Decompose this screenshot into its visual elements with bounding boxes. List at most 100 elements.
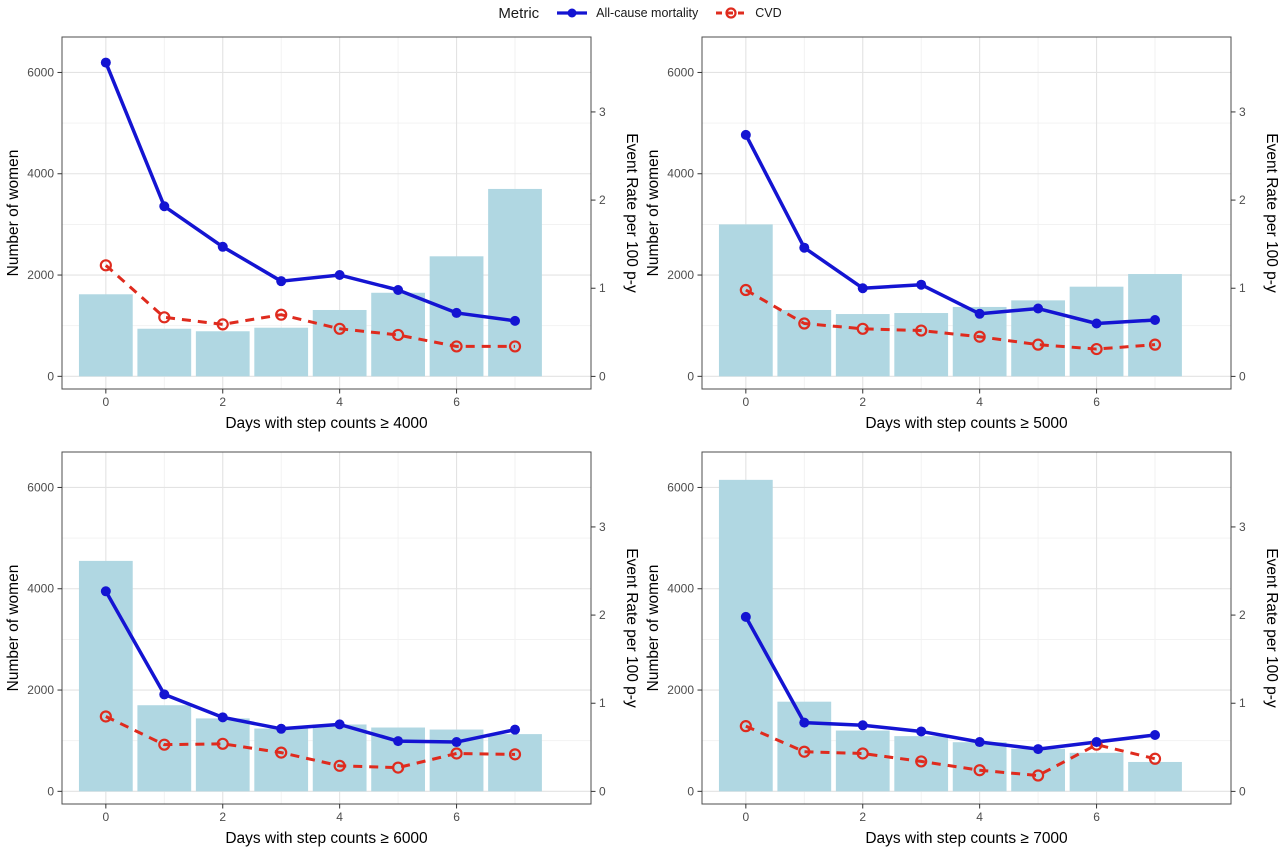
all-cause-point-day-0 [100,57,111,68]
all-cause-point-day-7 [510,315,521,326]
bar-day-5 [371,292,425,377]
x-tick-label: 2 [859,395,866,409]
x-tick-label: 2 [219,810,226,824]
cvd-point-day-3 [275,746,288,759]
data-points [739,611,1162,782]
cvd-point-day-1 [798,745,811,758]
left-tick-label: 4000 [667,167,694,181]
x-tick-label: 0 [742,395,749,409]
x-tick-label: 4 [336,810,343,824]
right-tick-label: 2 [1239,608,1246,622]
x-axis-title: Days with step counts ≥ 6000 [225,830,428,847]
data-points [99,586,522,774]
right-tick-label: 0 [1239,784,1246,798]
right-tick-label: 0 [1239,369,1246,383]
right-tick-label: 0 [599,784,606,798]
all-cause-point-day-0 [100,586,111,597]
cvd-line [745,288,1156,351]
bars-group [718,224,1182,377]
left-tick-label: 2000 [27,683,54,697]
right-tick-label: 2 [1239,193,1246,207]
axes: 0 2000 4000 6000 0 1 2 3 0 2 4 6 [667,65,1246,409]
right-tick-label: 3 [1239,105,1246,119]
right-axis-title: Event Rate per 100 p-y [1263,133,1280,293]
right-tick-label: 1 [1239,281,1246,295]
all-cause-point-day-5 [393,736,404,747]
cvd-point-day-6 [1090,342,1103,356]
bar-day-1 [137,705,192,792]
bar-day-7 [1128,761,1182,792]
right-tick-label: 1 [599,696,606,710]
panel-step-7000: 0 2000 4000 6000 0 1 2 3 0 2 4 6 Number of women Even… [640,439,1280,854]
cvd-line [104,264,516,348]
all-cause-point-day-6 [451,307,462,318]
x-tick-label: 6 [1093,810,1100,824]
bar-day-6 [1069,286,1124,377]
x-tick-label: 2 [859,810,866,824]
bars-group [78,560,542,792]
all-cause-point-day-3 [916,726,927,737]
panel-border [61,36,592,390]
cvd-point-day-7 [508,748,522,761]
bar-day-0 [78,560,133,792]
cvd-line [105,715,516,770]
cvd-point-day-7 [508,340,522,353]
cvd-line [745,724,1156,778]
x-tick-label: 0 [102,395,109,409]
left-tick-label: 2000 [27,268,54,282]
cvd-point-day-5 [392,761,405,774]
bar-day-1 [137,328,192,377]
all-cause-point-day-3 [276,723,287,734]
cvd-point-day-5 [1032,338,1045,351]
x-axis-title: Days with step counts ≥ 5000 [865,415,1068,432]
bar-day-4 [312,724,367,792]
cvd-point-day-2 [216,318,229,331]
right-tick-label: 3 [599,520,606,534]
legend-label-all-cause-mortality: All-cause mortality [596,6,699,20]
legend: Metric All-cause mortality CVD [0,0,1280,24]
left-axis-title: Number of women [645,150,662,277]
all-cause-point-day-5 [1033,744,1044,755]
cvd-point-day-7 [1148,338,1162,351]
x-tick-label: 2 [219,395,226,409]
charts-grid: 0 2000 4000 6000 0 1 2 3 0 2 4 6 Number of women Even… [0,24,1280,854]
cvd-point-day-0 [99,710,112,723]
cvd-point-day-5 [1032,769,1045,782]
cvd-point-day-6 [450,340,463,353]
all-cause-point-day-4 [974,737,985,748]
cvd-point-day-4 [973,764,986,777]
all-cause-point-day-5 [393,285,404,296]
all-cause-point-day-3 [276,276,287,287]
all-cause-point-day-6 [1091,737,1102,748]
all-cause-point-day-2 [217,712,228,723]
left-tick-label: 6000 [27,65,54,79]
right-axis-title: Event Rate per 100 p-y [623,133,640,293]
cvd-point-day-1 [158,738,171,751]
right-tick-label: 2 [599,608,606,622]
all-cause-point-day-7 [510,724,521,735]
bar-day-4 [312,309,367,377]
cvd-point-day-2 [856,747,869,760]
bar-day-2 [195,331,250,377]
cvd-point-day-2 [856,322,869,335]
all-cause-mortality-line [744,616,1156,751]
bar-day-0 [78,294,133,377]
all-cause-point-day-1 [159,201,170,212]
bar-day-2 [835,730,890,792]
x-axis-title: Days with step counts ≥ 7000 [865,830,1068,847]
left-tick-label: 0 [687,369,694,383]
left-tick-label: 0 [47,784,54,798]
bars-group [78,188,542,377]
bars-group [718,479,1182,792]
panel-step-4000: 0 2000 4000 6000 0 1 2 3 0 2 4 6 Number of women Even… [0,24,640,439]
panel-step-5000: 0 2000 4000 6000 0 1 2 3 0 2 4 6 Number of women Even… [640,24,1280,439]
plot-step-5000: 0 2000 4000 6000 0 1 2 3 0 2 4 6 Number of women Even… [645,36,1280,432]
all-cause-point-day-4 [334,270,345,281]
cvd-legend-key-icon [716,7,747,19]
all-cause-point-day-7 [1150,314,1161,325]
left-tick-label: 0 [47,369,54,383]
all-cause-point-day-1 [159,689,170,700]
right-tick-label: 1 [1239,696,1246,710]
bar-day-1 [777,309,832,377]
bar-day-6 [1069,752,1124,792]
